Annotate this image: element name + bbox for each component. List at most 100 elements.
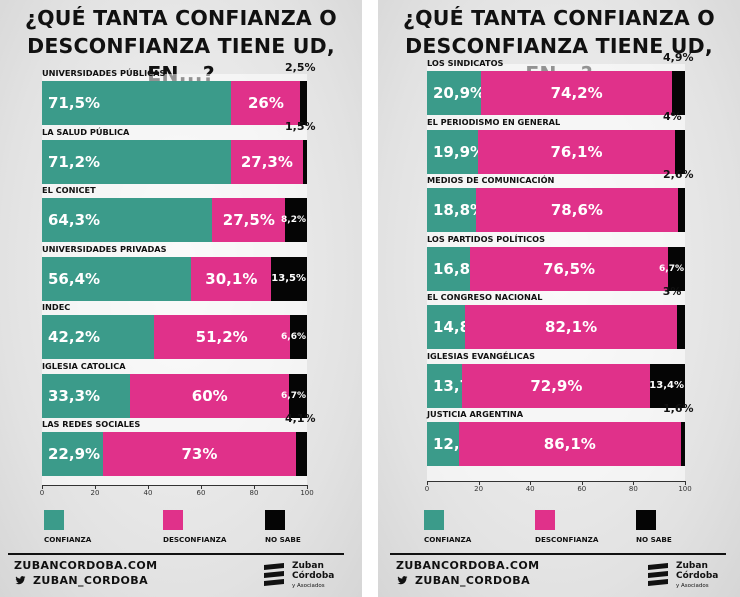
x-tick-mark [478,481,480,485]
data-label-no-sabe: 6,7% [659,263,684,274]
x-tick-label: 100 [300,489,314,497]
legend-swatch-no-sabe [636,510,656,530]
data-label-desconfianza: 73% [181,445,218,463]
data-label-no-sabe: 13,4% [649,379,684,391]
legend-swatch-no-sabe [265,510,285,530]
category-label: LOS SINDICATOS [427,58,504,68]
data-label-confianza: 19,9% [433,142,486,161]
category-label: LA SALUD PÚBLICA [42,126,130,137]
x-tick-label: 20 [474,485,484,493]
data-label-desconfianza: 26% [247,94,284,112]
data-label-desconfianza: 76,1% [550,142,603,161]
data-label-desconfianza: 72,9% [530,376,583,395]
data-label-desconfianza: 51,2% [195,328,248,346]
bar-segment-no-sabe [271,256,307,301]
twitter-bird-icon [397,576,408,585]
logo-wordmark: Zuban Córdoba [676,561,718,581]
category-label: IGLESIAS EVANGÉLICAS [427,350,535,361]
data-label-desconfianza: 27,5% [222,211,275,229]
category-label: IGLESIA CATOLICA [42,360,126,371]
data-label-confianza: 64,3% [48,211,101,229]
legend-swatch-confianza [424,510,444,530]
legend-label-no-sabe: NO SABE [265,535,301,544]
bar-segment-confianza [427,305,466,349]
bar-segment-no-sabe [667,246,685,291]
data-label-desconfianza: 27,3% [240,152,293,171]
x-tick-mark [42,485,43,489]
legend-swatch-confianza [44,510,64,530]
data-label-confianza: 71,5% [48,94,101,112]
logo-line-1: Zuban [676,561,708,571]
x-tick-label: 100 [678,485,692,493]
bar-segment-no-sabe [677,305,685,349]
category-label: EL CONICET [42,185,96,195]
bar-segment-confianza [427,246,471,291]
data-label-no-sabe: 1,5% [285,119,316,133]
bar-segment-desconfianza [480,71,673,115]
bar-segment-confianza [427,129,479,174]
data-label-desconfianza: 78,6% [550,201,603,219]
category-label: JUSTICIA ARGENTINA [427,409,524,419]
x-tick-mark [581,481,583,485]
category-label: EL PERIODISMO EN GENERAL [427,116,561,127]
bar-segment-desconfianza [230,139,304,184]
bar-segment-desconfianza [130,373,290,418]
legend-label-no-sabe: NO SABE [636,535,672,544]
data-label-desconfianza: 82,1% [545,318,598,336]
bar-segment-desconfianza [458,422,681,466]
category-label: MEDIOS DE COMUNICACIÓN [427,175,555,185]
chart-panel-left: ¿QUÉ TANTA CONFIANZA O DESCONFIANZA TIEN… [0,0,362,597]
data-label-no-sabe: 2,5% [285,61,316,74]
x-tick-label: 0 [424,485,430,493]
x-tick-label: 80 [628,485,638,493]
twitter-bird-icon [15,576,26,585]
logo-subtitle: y Asociados [676,583,709,589]
bar-segment-no-sabe [285,198,307,242]
x-tick-mark [254,485,255,489]
data-label-desconfianza: 86,1% [543,435,596,453]
bar-segment-no-sabe [672,71,685,115]
bar-segment-no-sabe [289,315,307,359]
bar-segment-confianza [427,363,463,408]
chart-title-line-1: ¿QUÉ TANTA CONFIANZA O [403,6,715,30]
data-label-no-sabe: 8,2% [281,215,306,225]
bar-segment-no-sabe [303,139,307,184]
footer-website: ZUBANCORDOBA.COM [14,559,158,572]
bar-segment-confianza [427,71,481,115]
bar-segment-desconfianza [231,81,301,125]
bar-segment-no-sabe [296,432,307,476]
data-label-no-sabe: 4,1% [285,412,316,425]
data-label-no-sabe: 6,7% [281,390,306,401]
category-label: EL CONGRESO NACIONAL [427,292,543,302]
bar-segment-no-sabe [678,188,685,232]
zuban-cordoba-logo-icon [648,563,668,586]
data-label-desconfianza: 74,2% [550,84,603,102]
data-label-no-sabe: 1,6% [663,402,694,415]
bar-segment-confianza [42,198,213,242]
data-label-no-sabe: 13,5% [271,272,306,284]
chart-title-line-1: ¿QUÉ TANTA CONFIANZA O [25,6,337,30]
footer-twitter-handle: ZUBAN_CORDOBA [415,574,530,587]
logo-line-2: Córdoba [676,571,719,581]
data-label-confianza: 18,8% [433,201,486,219]
data-label-confianza: 22,9% [48,445,101,463]
bar-segment-desconfianza [462,363,651,408]
bar-segment-confianza [427,188,476,232]
data-label-no-sabe: 3% [662,285,682,298]
bar-segment-confianza [42,315,154,359]
chart-title-line-2: DESCONFIANZA TIENE UD, EN...? [27,34,335,86]
data-label-no-sabe: 2,6% [663,168,694,181]
bar-segment-confianza [42,139,231,184]
bar-segment-confianza [42,256,192,301]
data-label-confianza: 20,9% [433,84,486,102]
footer-divider [8,553,344,555]
zuban-cordoba-logo-icon [264,563,284,586]
bar-segment-no-sabe [289,373,307,418]
bar-segment-confianza [42,81,232,125]
bar-segment-no-sabe [674,129,685,174]
data-label-confianza: 71,2% [48,152,101,171]
data-label-desconfianza: 60% [191,386,228,405]
logo-subtitle: y Asociados [292,583,325,589]
footer-twitter-handle: ZUBAN_CORDOBA [33,574,148,587]
chart-title: ¿QUÉ TANTA CONFIANZA O DESCONFIANZA TIEN… [378,4,740,88]
